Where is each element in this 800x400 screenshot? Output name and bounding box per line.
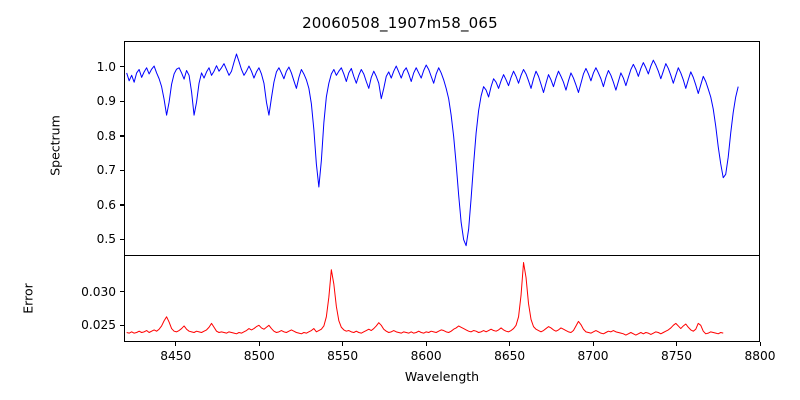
data-series-path — [127, 54, 739, 246]
x-tick-label: 8650 — [494, 349, 526, 363]
x-tick-mark — [342, 342, 344, 346]
x-tick-label: 8750 — [661, 349, 693, 363]
x-tick-label: 8500 — [243, 349, 275, 363]
y-tick-label: 0.6 — [96, 197, 116, 212]
y-tick-mark — [120, 135, 124, 137]
y-tick-mark — [120, 238, 124, 241]
y-tick-label: 0.5 — [96, 232, 116, 247]
y-tick-mark — [120, 291, 124, 293]
error-line-chart — [125, 256, 759, 341]
y-tick-mark — [120, 324, 124, 326]
page-title: 20060508_1907m58_065 — [302, 14, 498, 32]
x-tick-mark — [676, 342, 678, 346]
x-tick-mark — [425, 342, 427, 346]
y-tick-mark — [120, 66, 124, 68]
y-tick-mark — [120, 204, 124, 206]
x-tick-mark — [175, 342, 177, 346]
y-tick-label: 0.7 — [96, 163, 116, 178]
data-series-path — [127, 263, 724, 336]
x-tick-mark — [258, 342, 260, 346]
y-tick-label: 0.030 — [81, 284, 116, 299]
y-tick-label: 0.025 — [81, 318, 116, 333]
x-tick-label: 8800 — [744, 349, 776, 363]
x-axis-label: Wavelength — [404, 369, 480, 384]
y-tick-mark — [120, 100, 124, 102]
y-tick-label: 0.8 — [96, 128, 116, 143]
error-plot-panel — [124, 255, 760, 342]
x-tick-mark — [592, 342, 594, 346]
spectrum-line-chart — [125, 42, 759, 255]
y-tick-label: 1.0 — [96, 59, 116, 74]
y-tick-label: 0.9 — [96, 94, 116, 109]
x-tick-label: 8700 — [577, 349, 609, 363]
x-tick-mark — [509, 342, 511, 346]
x-tick-mark — [759, 342, 761, 346]
x-tick-label: 8600 — [410, 349, 442, 363]
y-tick-mark — [120, 169, 124, 172]
spectrum-plot-panel — [124, 41, 760, 255]
x-tick-label: 8550 — [327, 349, 359, 363]
x-tick-label: 8450 — [160, 349, 192, 363]
